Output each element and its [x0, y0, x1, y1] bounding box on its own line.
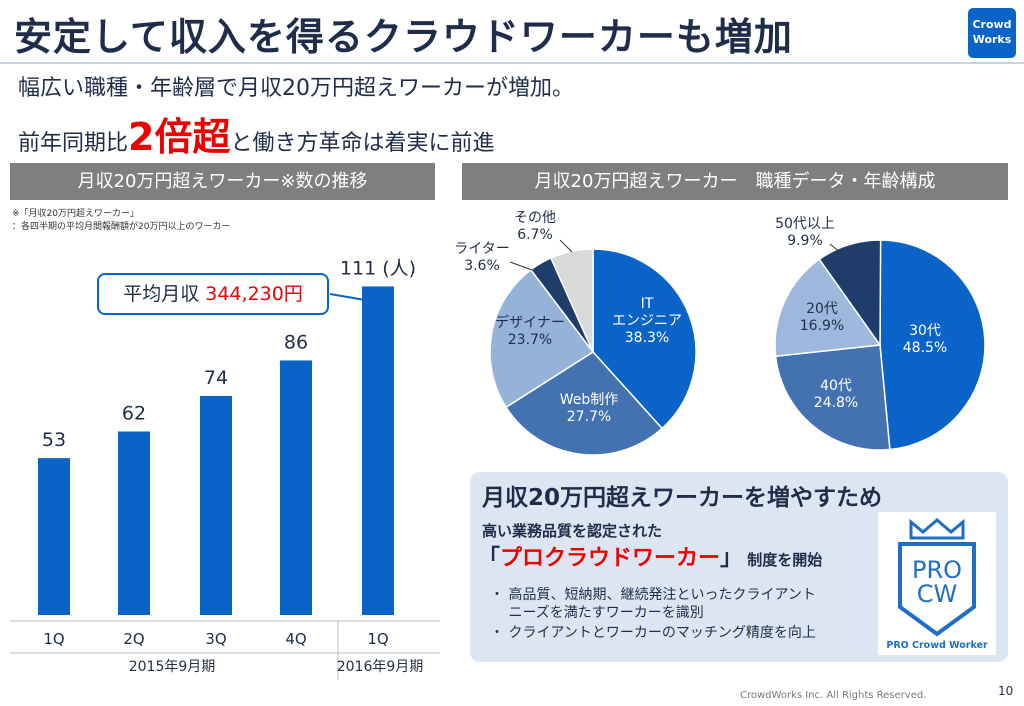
bar	[200, 395, 232, 615]
bullet: ・ 高品質、短納期、継続発注といったクライアント	[490, 587, 816, 603]
page-number: 10	[998, 684, 1014, 698]
leader-line	[559, 239, 573, 253]
category-label: 3Q	[205, 630, 226, 648]
bar-value-label: 86	[284, 331, 308, 353]
bullet: ニーズを満たすワーカーを識別	[490, 605, 704, 621]
pie-slice	[592, 248, 697, 430]
slice-label: 9.9%	[787, 233, 823, 249]
pro-crowd-worker-logo: PRO CW PRO Crowd Worker	[878, 512, 996, 655]
slice-label: 3.6%	[464, 258, 500, 274]
svg-text:CW: CW	[917, 580, 958, 608]
pie-slice	[818, 239, 882, 348]
panel-line2: 「プロクラウドワーカー」 制度を開始	[478, 546, 823, 571]
bar-value-label: 74	[204, 367, 228, 389]
title-divider	[0, 62, 1024, 64]
pie-slice	[879, 239, 986, 451]
subtitle-1: 幅広い職種・年齢層で月収20万円超えワーカーが増加。	[18, 76, 574, 101]
slice-label: 24.8%	[814, 395, 858, 411]
slice-label: 27.7%	[567, 409, 611, 425]
panel-line1: 高い業務品質を認定された	[482, 522, 663, 540]
svg-text:PRO: PRO	[912, 556, 962, 584]
svg-text:PRO Crowd Worker: PRO Crowd Worker	[886, 640, 988, 651]
footnote: ※「月収20万円超えワーカー」 ：各四半期の平均月間報酬額が20万円以上のワーカー	[12, 209, 231, 232]
group-label: 2015年9月期	[129, 659, 216, 675]
category-label: 1Q	[43, 630, 64, 648]
slice-label: IT	[641, 296, 654, 312]
slice-label: 40代	[820, 378, 852, 394]
callout-connector	[329, 293, 366, 301]
slice-label: 23.7%	[508, 332, 552, 348]
slice-label: 48.5%	[903, 340, 947, 356]
bar-value-label: 53	[42, 429, 66, 451]
bar	[38, 458, 70, 615]
slice-label: エンジニア	[612, 313, 682, 329]
pie-slice	[774, 344, 891, 451]
average-income-callout: 平均月収 344,230円	[97, 273, 329, 315]
leader-line	[509, 261, 533, 271]
subtitle-2: 前年同期比2倍超と働き方革命は着実に前進	[18, 115, 495, 159]
bar	[280, 360, 312, 615]
leader-line	[829, 243, 843, 255]
group-label: 2016年9月期	[337, 659, 424, 675]
slice-label: 30代	[909, 323, 941, 339]
pie-slice	[489, 268, 595, 409]
right-section-header: 月収20万円超えワーカー 職種データ・年齢構成	[462, 163, 1008, 200]
slice-label: 6.7%	[517, 227, 553, 243]
copyright: CrowdWorks Inc. All Rights Reserved.	[740, 690, 927, 701]
pie-slice	[774, 258, 882, 358]
panel-title: 月収20万円超えワーカーを増やすため	[482, 485, 883, 511]
bullet: ・ クライアントとワーカーのマッチング精度を向上	[490, 625, 816, 641]
slide-title: 安定して収入を得るクラウドワーカーも増加	[14, 15, 793, 59]
bar-value-label: 62	[122, 402, 146, 424]
slice-label: デザイナー	[495, 314, 565, 331]
left-section-header: 月収20万円超えワーカー※数の推移	[10, 163, 435, 200]
bar	[362, 286, 394, 615]
crowdworks-logo: Crowd Works	[968, 8, 1016, 58]
slice-label: Web制作	[560, 392, 619, 408]
slice-label: 20代	[806, 301, 838, 317]
pie-slice	[504, 351, 664, 456]
bar	[118, 431, 150, 615]
bar-value-label: 111 (人)	[340, 257, 416, 279]
category-label: 4Q	[285, 630, 306, 648]
category-label: 1Q	[367, 630, 388, 648]
slice-label: ライター	[454, 241, 509, 257]
slice-label: 16.9%	[800, 318, 844, 334]
category-label: 2Q	[123, 630, 144, 648]
slice-label: 38.3%	[625, 330, 669, 346]
slice-label: 50代以上	[775, 216, 835, 232]
slice-label: その他	[514, 210, 556, 226]
